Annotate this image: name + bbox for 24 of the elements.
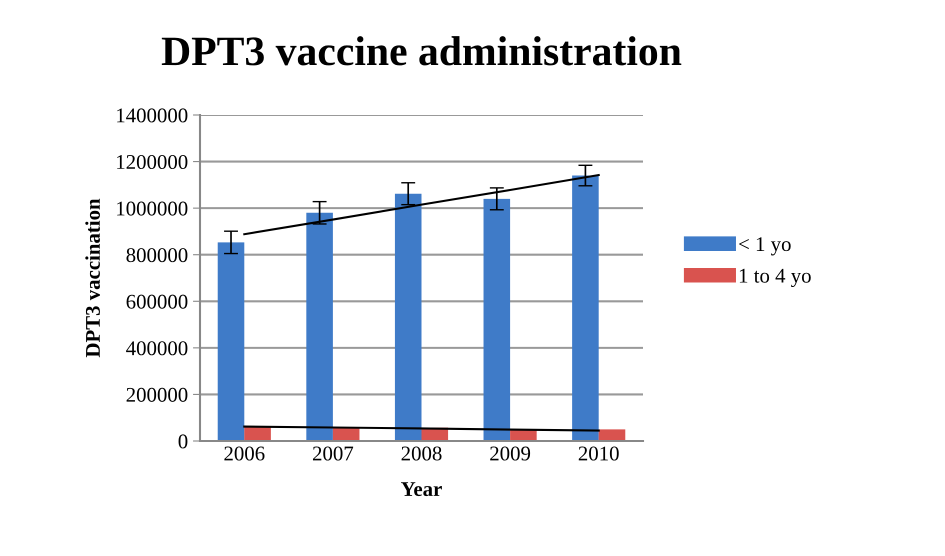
bar: [218, 242, 244, 441]
y-tick-label: 600000: [126, 294, 188, 309]
chart-title: DPT3 vaccine administration: [162, 36, 682, 66]
bar: [394, 194, 422, 441]
x-tick-label: 2010: [578, 446, 619, 461]
x-tick-label: 2007: [312, 446, 354, 461]
bar: [572, 176, 599, 441]
legend-label: 1 to 4 yo: [740, 268, 811, 288]
y-axis-title: DPT3 vaccination: [85, 198, 100, 358]
bar: [306, 212, 333, 441]
bar: [598, 429, 626, 441]
x-tick-label: 2008: [402, 446, 442, 461]
y-tick-label: 0: [178, 434, 188, 448]
bar: [484, 198, 510, 441]
y-tick-label: 1200000: [117, 154, 188, 170]
x-tick-label: 2006: [224, 446, 265, 461]
y-tick-label: 1000000: [117, 202, 188, 216]
x-axis-title: Year: [401, 482, 442, 496]
x-tick-label: 2009: [490, 446, 530, 461]
y-tick-label: 200000: [126, 388, 188, 402]
y-tick-label: 800000: [126, 248, 188, 262]
legend-label: < 1 yo: [739, 237, 791, 256]
y-tick-label: 1400000: [117, 108, 188, 122]
y-tick-label: 400000: [126, 341, 188, 356]
